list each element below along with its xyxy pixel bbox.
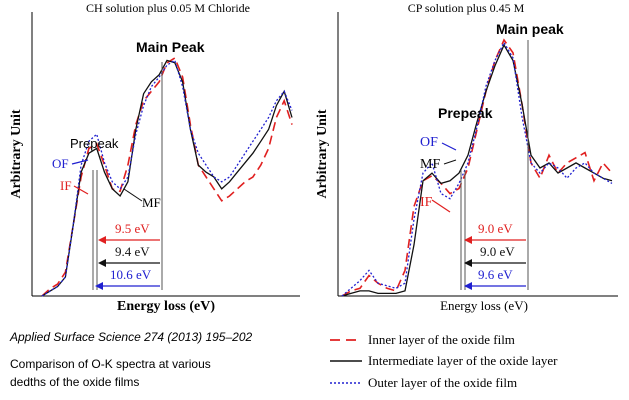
series-line-inner xyxy=(41,56,293,297)
gap-label-3: 10.6 eV xyxy=(110,267,152,282)
of-pointer xyxy=(441,142,457,151)
if-label: IF xyxy=(60,178,72,193)
mf-label: MF xyxy=(142,195,161,210)
caption: Applied Surface Science 274 (2013) 195–2… xyxy=(9,330,253,389)
gap-arrowhead-black xyxy=(464,259,472,267)
series-group xyxy=(41,56,293,297)
series-line-outer xyxy=(41,59,293,297)
gap-label-3: 9.6 eV xyxy=(478,267,513,282)
mf-pointer xyxy=(443,159,457,165)
gap-arrowhead-red xyxy=(98,236,106,244)
gap-label-1: 9.5 eV xyxy=(115,221,150,236)
prepeak-label: Prepeak xyxy=(70,136,119,151)
mf-pointer xyxy=(123,188,143,202)
x-axis-label: Energy loss (eV) xyxy=(117,299,215,314)
series-group xyxy=(341,38,613,297)
x-axis-label: Energy loss (eV) xyxy=(440,298,528,313)
mf-label: MF xyxy=(420,157,440,172)
gap-arrowhead-red xyxy=(464,236,472,244)
gap-arrowhead-black xyxy=(98,259,106,267)
prepeak-label: Prepeak xyxy=(438,105,493,121)
caption-line-1: Comparison of O-K spectra at various xyxy=(10,357,211,371)
gap-markers: 9.0 eV 9.0 eV 9.6 eV xyxy=(460,40,529,290)
gap-label-2: 9.4 eV xyxy=(115,244,150,259)
gap-arrowhead-blue xyxy=(464,282,472,290)
if-label: IF xyxy=(420,195,433,210)
y-axis-label: Arbitrary Unit xyxy=(315,109,330,198)
legend-label-outer: Outer layer of the oxide film xyxy=(368,375,517,390)
gap-markers: 9.5 eV 9.4 eV 10.6 eV xyxy=(92,62,163,290)
gap-arrowhead-blue xyxy=(95,282,103,290)
series-line-outer xyxy=(341,41,613,297)
citation: Applied Surface Science 274 (2013) 195–2… xyxy=(9,330,253,344)
gap-label-2: 9.0 eV xyxy=(480,244,515,259)
legend: Inner layer of the oxide film Intermedia… xyxy=(330,332,558,390)
main-peak-label: Main Peak xyxy=(136,39,205,55)
y-axis-label: Arbitrary Unit xyxy=(9,109,24,198)
chart-title: CP solution plus 0.45 M xyxy=(408,1,525,15)
main-peak-label: Main peak xyxy=(496,21,564,37)
caption-line-2: dedths of the oxide films xyxy=(10,375,139,389)
of-label: OF xyxy=(52,156,69,171)
series-line-intermediate xyxy=(41,59,293,297)
annotations: Main Peak Prepeak OF IF MF xyxy=(52,39,205,210)
of-pointer xyxy=(71,159,89,165)
legend-label-inner: Inner layer of the oxide film xyxy=(368,332,515,347)
legend-label-intermediate: Intermediate layer of the oxide layer xyxy=(368,353,558,368)
chart-title: CH solution plus 0.05 M Chloride xyxy=(86,1,250,15)
series-line-inner xyxy=(341,38,613,297)
annotations: Main peak Prepeak OF MF IF xyxy=(420,21,564,213)
series-line-intermediate xyxy=(341,43,613,297)
chart-ch-solution: CH solution plus 0.05 M Chloride Arbitra… xyxy=(9,1,300,314)
gap-label-1: 9.0 eV xyxy=(478,221,513,236)
chart-cp-solution: CP solution plus 0.45 M Arbitrary Unit E… xyxy=(315,1,618,313)
if-pointer xyxy=(431,199,451,213)
of-label: OF xyxy=(420,135,438,150)
if-pointer xyxy=(73,185,89,195)
